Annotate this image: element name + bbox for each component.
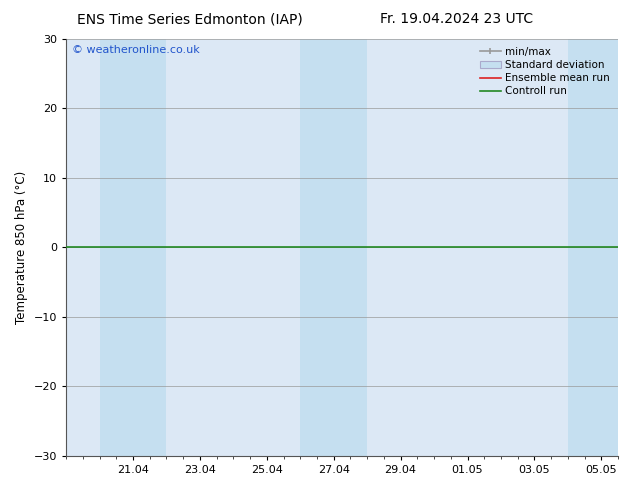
Legend: min/max, Standard deviation, Ensemble mean run, Controll run: min/max, Standard deviation, Ensemble me… bbox=[477, 44, 613, 99]
Y-axis label: Temperature 850 hPa (°C): Temperature 850 hPa (°C) bbox=[15, 171, 28, 324]
Bar bbox=[568, 39, 634, 456]
Bar bbox=[301, 39, 367, 456]
Text: © weatheronline.co.uk: © weatheronline.co.uk bbox=[72, 45, 199, 55]
Text: ENS Time Series Edmonton (IAP): ENS Time Series Edmonton (IAP) bbox=[77, 12, 303, 26]
Bar bbox=[100, 39, 167, 456]
Text: Fr. 19.04.2024 23 UTC: Fr. 19.04.2024 23 UTC bbox=[380, 12, 533, 26]
